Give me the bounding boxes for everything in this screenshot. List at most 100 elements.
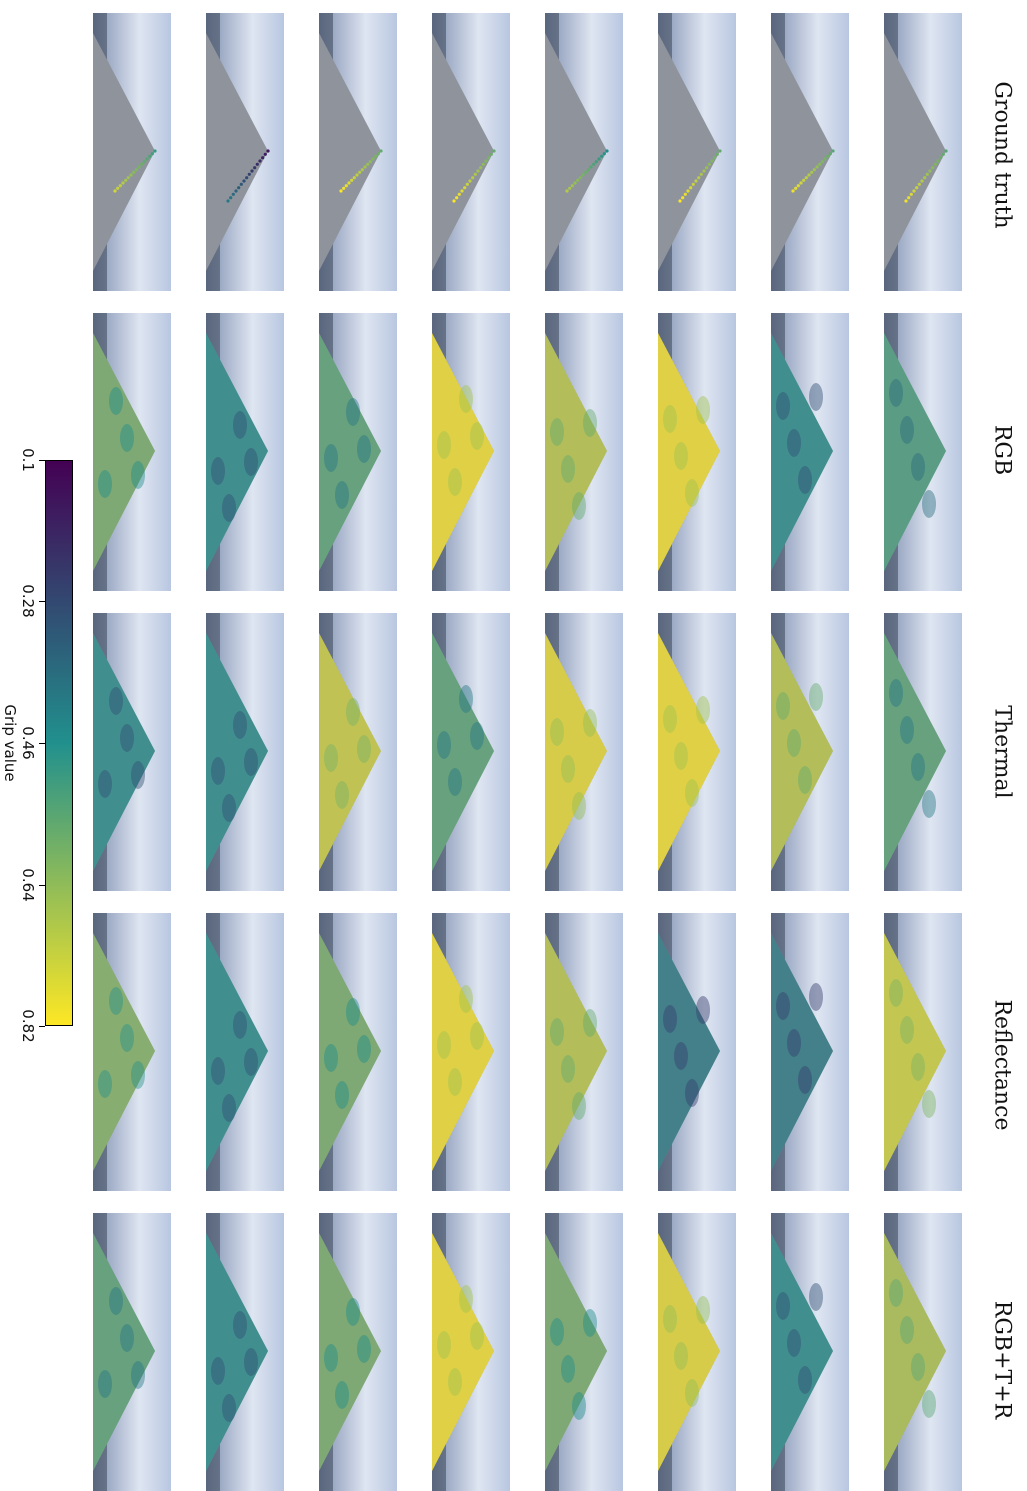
grip-point xyxy=(904,199,908,203)
road-scene-image xyxy=(93,13,171,291)
grip-patch xyxy=(889,379,903,407)
grip-overlay xyxy=(884,933,946,1171)
grip-point xyxy=(826,154,830,158)
grip-patch xyxy=(459,1285,473,1313)
grip-point xyxy=(920,179,924,183)
image-tile xyxy=(658,313,736,591)
grip-patch xyxy=(470,422,484,450)
grip-point xyxy=(702,169,706,173)
grip-patch xyxy=(776,992,790,1020)
grip-patch xyxy=(809,983,823,1011)
image-tile xyxy=(93,13,171,291)
road-scene-image xyxy=(884,913,962,1191)
road-scene-image xyxy=(658,313,736,591)
grip-patch xyxy=(900,1016,914,1044)
grip-patch xyxy=(583,1009,597,1037)
grip-patch xyxy=(459,685,473,713)
grip-patch xyxy=(244,448,258,476)
column-label-1: Ground truth xyxy=(989,81,1015,229)
grip-overlay xyxy=(319,633,381,871)
grip-patch xyxy=(222,1094,236,1122)
grip-patch xyxy=(550,1318,564,1346)
image-tile xyxy=(545,313,623,591)
road-scene-image xyxy=(658,613,736,891)
image-tile xyxy=(771,913,849,1191)
grip-point xyxy=(931,166,935,170)
grip-point xyxy=(594,160,598,164)
column-label-4: Reflectance xyxy=(989,999,1015,1131)
road-scene-image xyxy=(771,313,849,591)
grip-overlay xyxy=(432,333,494,571)
grip-point xyxy=(802,178,806,182)
grip-point xyxy=(915,186,919,190)
road-scene-image xyxy=(884,313,962,591)
grip-point xyxy=(347,181,351,185)
grip-point xyxy=(118,184,122,188)
grip-patch xyxy=(346,398,360,426)
grip-point xyxy=(713,156,717,160)
grip-patch xyxy=(911,1353,925,1381)
grip-patch xyxy=(346,698,360,726)
grip-point xyxy=(909,192,913,196)
grip-patch xyxy=(922,1090,936,1118)
grip-patch xyxy=(787,1329,801,1357)
grip-patch xyxy=(776,692,790,720)
road-scene-image xyxy=(545,913,623,1191)
grip-overlay xyxy=(771,333,833,571)
image-tile xyxy=(432,1213,510,1491)
grip-patch xyxy=(809,1283,823,1311)
grip-point xyxy=(710,159,714,163)
grip-point xyxy=(715,152,719,156)
grip-point xyxy=(799,181,803,185)
grip-patch xyxy=(696,1296,710,1324)
image-tile xyxy=(658,913,736,1191)
road-scene-image xyxy=(771,613,849,891)
grip-overlay xyxy=(545,933,607,1171)
grip-patch xyxy=(233,1011,247,1039)
grip-overlay xyxy=(771,1233,833,1471)
grip-overlay xyxy=(432,633,494,871)
road-scene-image xyxy=(93,613,171,891)
grip-patch xyxy=(448,1068,462,1096)
colorbar-tick-mark xyxy=(39,601,45,602)
grip-patch xyxy=(674,1042,688,1070)
image-tile xyxy=(545,1213,623,1491)
image-tile xyxy=(771,13,849,291)
road-scene-image xyxy=(658,1213,736,1491)
grip-patch xyxy=(787,429,801,457)
colorbar-tick-mark xyxy=(39,460,45,461)
grip-patch xyxy=(776,1292,790,1320)
road-scene-image xyxy=(432,1213,510,1491)
grip-point xyxy=(229,196,233,200)
image-tile xyxy=(93,1213,171,1491)
grip-point xyxy=(455,196,459,200)
grip-point xyxy=(242,179,246,183)
grip-point xyxy=(479,166,483,170)
grip-point xyxy=(584,170,588,174)
colorbar-tick-label: 0.1 xyxy=(19,448,37,472)
grip-patch xyxy=(809,683,823,711)
grip-point xyxy=(589,165,593,169)
image-tile xyxy=(93,913,171,1191)
grip-point xyxy=(363,165,367,169)
grip-patch xyxy=(561,1355,575,1383)
grip-point xyxy=(689,186,693,190)
road-scene-image xyxy=(206,913,284,1191)
grip-point xyxy=(686,189,690,193)
grip-patch xyxy=(889,1279,903,1307)
grip-point xyxy=(707,162,711,166)
image-tile xyxy=(884,313,962,591)
grip-point xyxy=(683,192,687,196)
grip-patch xyxy=(470,722,484,750)
grip-patch xyxy=(324,744,338,772)
grip-patch xyxy=(550,718,564,746)
grip-point xyxy=(828,152,832,156)
colorbar-tick-mark xyxy=(39,885,45,886)
grip-point xyxy=(352,176,356,180)
road-scene-image xyxy=(432,613,510,891)
road-scene-image xyxy=(658,913,736,1191)
grip-point xyxy=(791,189,795,193)
grip-point xyxy=(476,169,480,173)
road-scene-image xyxy=(319,1213,397,1491)
image-tile xyxy=(771,613,849,891)
